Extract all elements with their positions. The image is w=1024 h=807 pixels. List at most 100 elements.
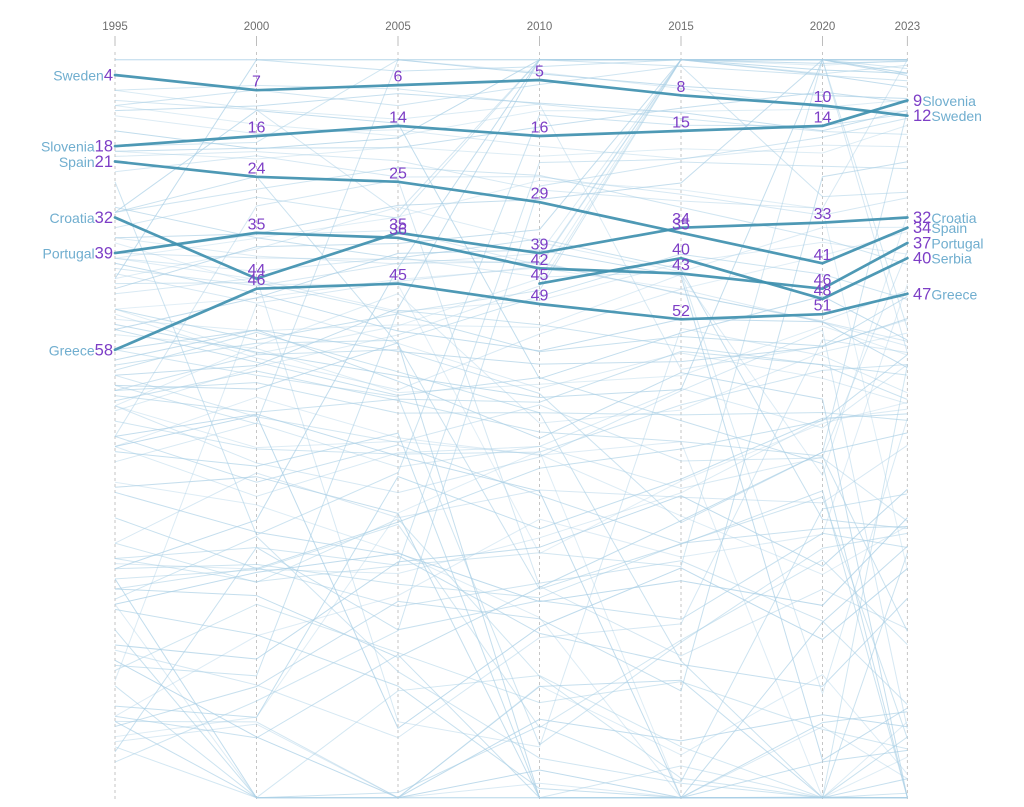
background-line — [114, 364, 908, 799]
rank-label-portugal: 36 — [389, 221, 407, 238]
background-line — [114, 59, 908, 209]
country-rank: 32 — [95, 209, 113, 227]
background-line — [114, 179, 908, 657]
country-label-right-croatia: 32Croatia — [913, 209, 977, 227]
country-rank: 37 — [913, 234, 931, 252]
rank-label-serbia: 40 — [672, 242, 690, 259]
rank-label-serbia: 45 — [531, 267, 549, 284]
background-line — [114, 115, 908, 160]
country-name: Croatia — [931, 210, 976, 226]
background-line — [114, 252, 908, 342]
rank-label-croatia: 39 — [531, 237, 549, 254]
rank-label-serbia: 48 — [814, 282, 832, 299]
background-line — [114, 293, 908, 424]
rank-label-sweden: 5 — [535, 64, 544, 81]
background-line — [114, 105, 908, 137]
country-name: Spain — [931, 220, 967, 236]
background-line — [114, 491, 908, 687]
country-rank: 12 — [913, 107, 931, 125]
background-line — [114, 214, 908, 477]
rank-label-greece: 51 — [814, 298, 832, 315]
series-line-spain[interactable] — [113, 160, 909, 265]
rank-label-croatia: 33 — [814, 206, 832, 223]
background-line — [114, 109, 908, 380]
rank-label-spain: 35 — [672, 216, 690, 233]
background-line — [114, 723, 908, 799]
country-label-right-sweden: 12Sweden — [913, 107, 982, 125]
series-line-slovenia[interactable] — [113, 99, 909, 148]
series-line-sweden[interactable] — [113, 73, 909, 118]
background-line — [114, 349, 908, 746]
rank-label-slovenia: 14 — [814, 109, 832, 126]
background-line — [114, 325, 908, 394]
background-line — [114, 496, 908, 739]
background-line — [114, 59, 908, 109]
background-line — [114, 179, 908, 570]
background-line — [114, 161, 908, 727]
background-line — [114, 338, 908, 739]
country-rank: 32 — [913, 209, 931, 227]
background-line — [114, 59, 908, 314]
background-line — [114, 261, 908, 322]
year-axis: 1995 2000 2005 2010 2015 2020 2023 — [102, 21, 920, 33]
background-line — [114, 354, 908, 570]
country-name: Slovenia — [41, 139, 95, 155]
year-label: 2015 — [668, 21, 694, 33]
rank-label-sweden: 6 — [394, 69, 403, 86]
background-line — [114, 250, 908, 490]
country-name: Sweden — [53, 68, 104, 84]
country-rank: 4 — [104, 67, 113, 85]
series-line-greece[interactable] — [113, 282, 909, 352]
country-label-right-slovenia: 9Slovenia — [913, 92, 976, 110]
series-line-serbia[interactable] — [538, 256, 909, 301]
country-rank: 39 — [95, 245, 113, 263]
background-line — [114, 329, 908, 729]
year-label: 2023 — [895, 21, 921, 33]
background-line — [114, 303, 908, 681]
background-line — [114, 110, 908, 524]
country-label-right-portugal: 37Portugal — [913, 234, 984, 252]
background-line — [114, 206, 908, 529]
background-line — [114, 476, 908, 799]
rank-label-sweden: 7 — [252, 74, 261, 91]
background-line — [114, 206, 908, 280]
background-line — [114, 342, 908, 799]
country-label-right-spain: 34Spain — [913, 219, 967, 237]
series-line-portugal[interactable] — [113, 231, 909, 291]
background-line — [114, 396, 908, 799]
country-label-left-slovenia: Slovenia18 — [41, 138, 113, 156]
background-line — [114, 84, 908, 135]
background-line — [114, 329, 908, 798]
rank-label-sweden: 8 — [677, 79, 686, 96]
background-line — [114, 414, 908, 730]
country-rank: 9 — [913, 92, 922, 110]
endpoint-label-layer: Sweden4Slovenia18Spain21Croatia32Portuga… — [41, 67, 984, 360]
rank-label-sweden: 10 — [814, 89, 832, 106]
year-label: 2000 — [244, 21, 270, 33]
rank-label-portugal: 42 — [531, 252, 549, 269]
country-label-left-portugal: Portugal39 — [42, 245, 113, 263]
rank-label-portugal: 35 — [248, 216, 266, 233]
rank-label-greece: 45 — [389, 267, 407, 284]
background-line — [114, 413, 908, 718]
background-line — [114, 578, 908, 799]
background-line — [114, 295, 908, 353]
series-line-croatia[interactable] — [113, 216, 909, 280]
background-line — [114, 481, 908, 799]
country-rank: 40 — [913, 250, 931, 268]
background-line — [114, 155, 908, 216]
country-name: Croatia — [50, 210, 95, 226]
country-name: Spain — [59, 154, 95, 170]
background-line — [114, 59, 908, 213]
rank-label-croatia: 35 — [389, 216, 407, 233]
rank-label-spain: 41 — [814, 247, 832, 264]
year-label: 2020 — [810, 21, 836, 33]
background-line — [114, 253, 908, 366]
rank-label-spain: 29 — [531, 186, 549, 203]
country-rank: 47 — [913, 285, 931, 303]
country-rank: 18 — [95, 138, 113, 156]
background-line — [114, 364, 908, 497]
country-label-left-croatia: Croatia32 — [50, 209, 114, 227]
rank-label-greece: 52 — [672, 303, 690, 320]
rank-label-greece: 46 — [248, 272, 266, 289]
